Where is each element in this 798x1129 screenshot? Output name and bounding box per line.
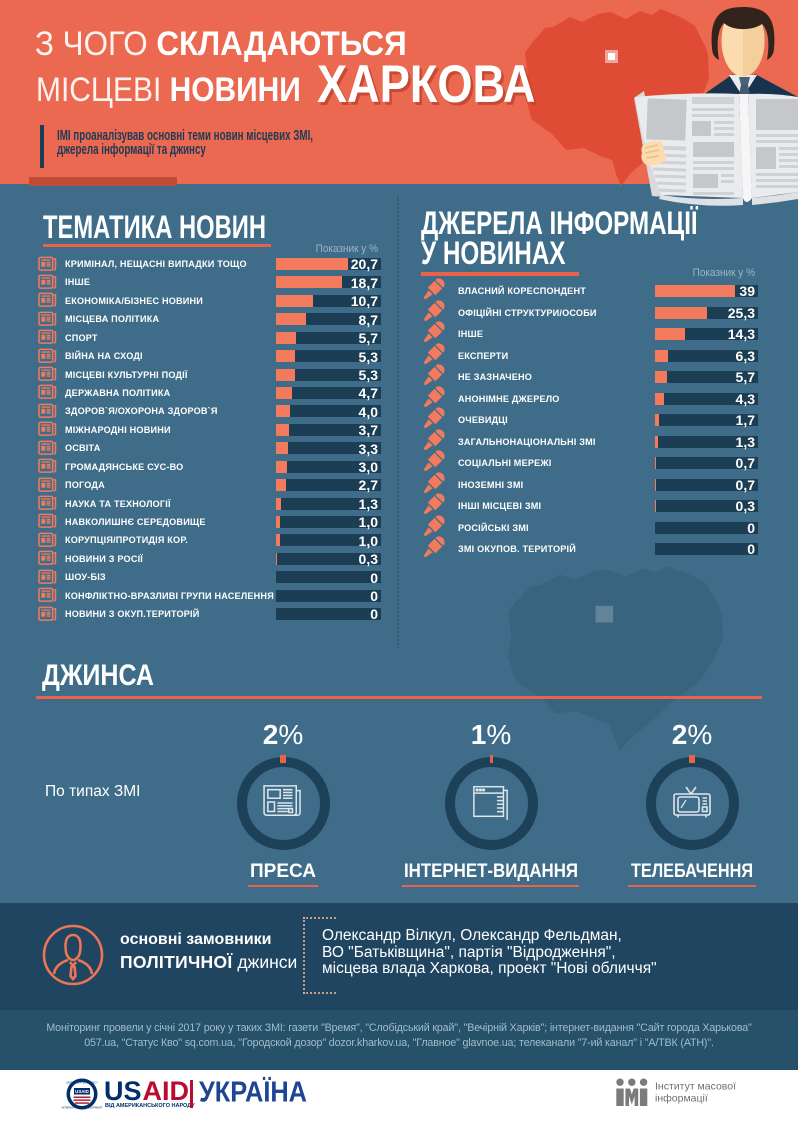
svg-text:USAID: USAID (75, 1089, 89, 1094)
svg-text:ВІД АМЕРИКАНСЬКОГО НАРОДУ: ВІД АМЕРИКАНСЬКОГО НАРОДУ (105, 1103, 195, 1109)
svg-text:Інститут масової: Інститут масової (655, 1081, 736, 1093)
svg-text:INTERNATIONAL DEVELOPMENT: INTERNATIONAL DEVELOPMENT (62, 1106, 103, 1110)
svg-text:УКРАЇНА: УКРАЇНА (199, 1076, 307, 1108)
svg-text:UNITED STATES AGENCY: UNITED STATES AGENCY (66, 1080, 98, 1084)
svg-text:AID: AID (143, 1076, 190, 1106)
svg-text:інформації: інформації (655, 1093, 708, 1105)
svg-text:US: US (104, 1076, 142, 1106)
